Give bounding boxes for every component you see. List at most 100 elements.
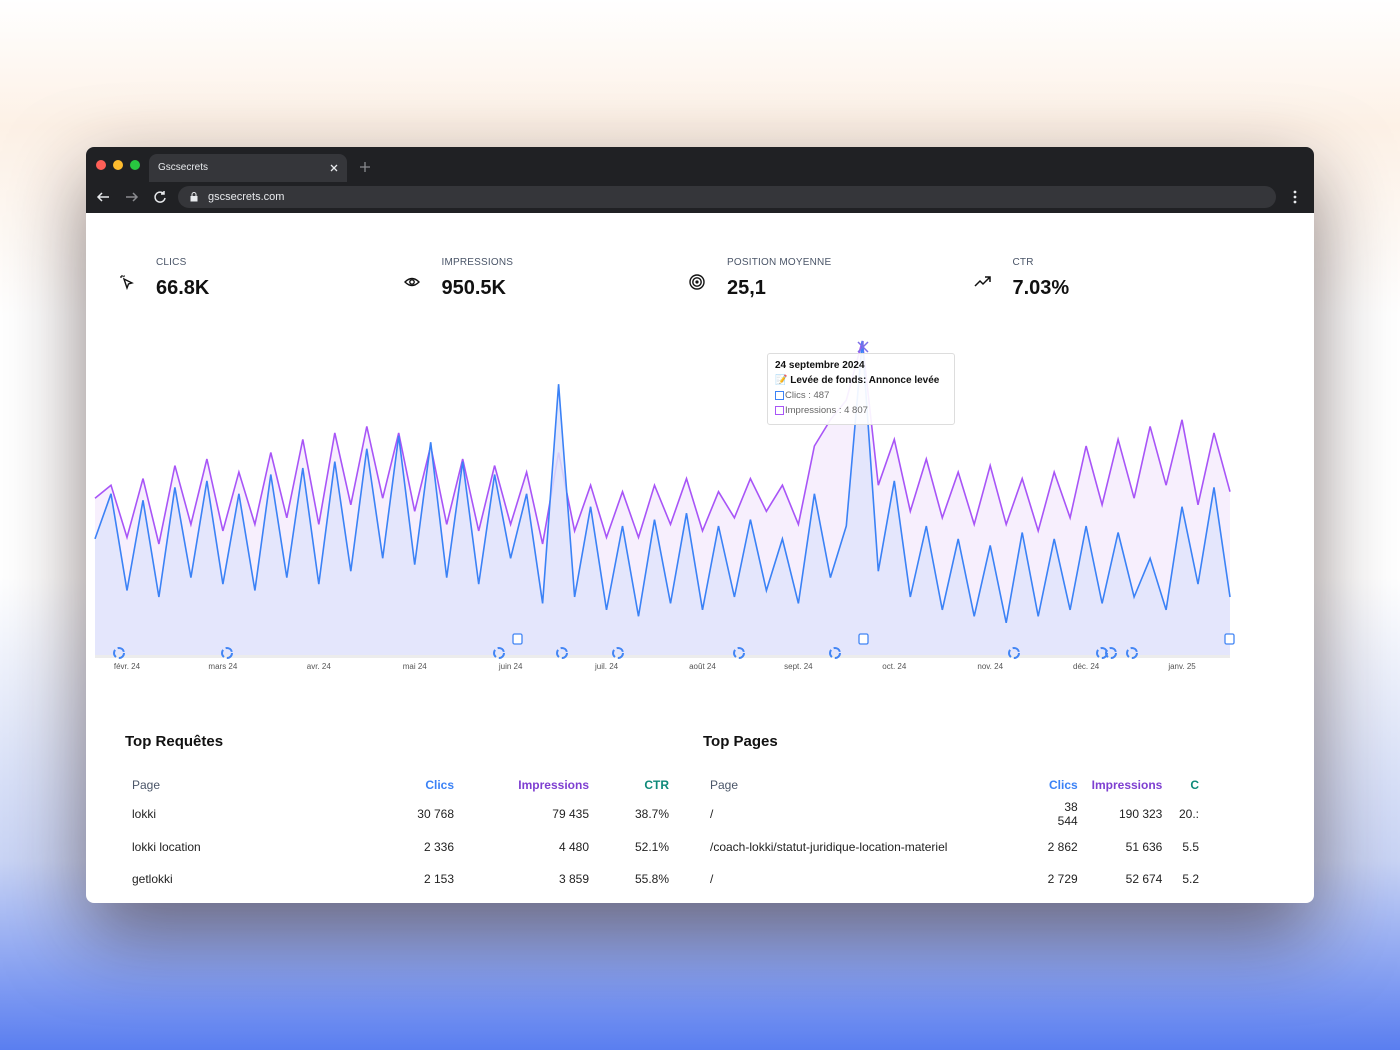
table-cell: 30 768 bbox=[417, 807, 454, 822]
performance-chart: févr. 24 mars 24 avr. 24 mai 24 juin 24 juil.… bbox=[94, 340, 1235, 671]
table-cell: / bbox=[710, 872, 714, 887]
tooltip-line: Clics : 487 bbox=[775, 390, 947, 401]
menu-button[interactable] bbox=[1292, 190, 1298, 204]
table-cell: 51 636 bbox=[1125, 839, 1163, 854]
x-tick-label: mai 24 bbox=[403, 662, 428, 671]
google-update-marker bbox=[113, 647, 125, 659]
table-cell: 4 480 bbox=[558, 839, 589, 854]
trend-icon bbox=[974, 276, 991, 287]
table-cell: / bbox=[710, 807, 714, 822]
close-button[interactable] bbox=[96, 160, 106, 170]
page-marker bbox=[512, 633, 523, 645]
browser-window: Gscsecrets gscsecrets.com CLICS 66.8K IMPR… bbox=[86, 147, 1314, 903]
new-tab[interactable] bbox=[359, 161, 371, 173]
x-tick-label: oct. 24 bbox=[882, 662, 907, 671]
metric: POSITION MOYENNE 25,1 bbox=[727, 257, 831, 300]
google-update-marker bbox=[221, 647, 233, 659]
x-tick-label: janv. 25 bbox=[1167, 662, 1196, 671]
minimize-button[interactable] bbox=[113, 160, 123, 170]
x-axis-ruler bbox=[95, 655, 1230, 658]
tooltip-note: 📝 Levée de fonds: Annonce levée bbox=[775, 375, 940, 386]
target-icon bbox=[689, 274, 705, 290]
page-marker bbox=[858, 633, 869, 645]
metric: CTR 7.03% bbox=[1013, 257, 1070, 300]
nav-buttons[interactable] bbox=[96, 190, 176, 204]
table-cell: /coach-lokki/statut-juridique-location-m… bbox=[710, 839, 948, 854]
table-cell: getlokki bbox=[132, 872, 173, 887]
table-cell: 190 323 bbox=[1118, 807, 1163, 822]
metric: CLICS 66.8K bbox=[156, 257, 209, 300]
table-cell: lokki bbox=[132, 807, 157, 822]
tab[interactable]: Gscsecrets bbox=[149, 154, 347, 182]
google-update-marker bbox=[733, 647, 745, 659]
data-table: Page Clics Impressions CTR lokki 30 768 79 435… bbox=[131, 772, 670, 896]
page-marker bbox=[1224, 633, 1235, 645]
table-cell: 38 544 bbox=[1057, 800, 1078, 829]
table-cell: 2 862 bbox=[1047, 839, 1078, 854]
tooltip-date: 24 septembre 2024 bbox=[775, 360, 865, 371]
url-text: gscsecrets.com bbox=[208, 191, 285, 203]
google-update-marker bbox=[1126, 647, 1138, 659]
table-cell: 55.8% bbox=[634, 872, 669, 887]
google-update-marker bbox=[1008, 647, 1020, 659]
x-tick-label: déc. 24 bbox=[1073, 662, 1100, 671]
header-row: Page Clics Impressions CTR bbox=[131, 772, 670, 798]
table-row: /coach-lokki/statut-juridique-location-m… bbox=[709, 831, 1200, 864]
column-header: CTR bbox=[644, 778, 669, 792]
column-header: Impressions bbox=[1091, 778, 1163, 792]
browser-chrome: Gscsecrets gscsecrets.com bbox=[86, 147, 1314, 213]
metric-value: 950.5K bbox=[441, 277, 507, 299]
column-header: Clics bbox=[425, 778, 454, 792]
x-tick-label: févr. 24 bbox=[114, 662, 141, 671]
chart-tooltip: 24 septembre 2024 📝 Levée de fonds: Anno… bbox=[767, 353, 955, 425]
x-tick-label: juin 24 bbox=[498, 662, 523, 671]
table-cell: 2 153 bbox=[423, 872, 454, 887]
table-title: Top Pages bbox=[703, 733, 778, 750]
table-row: lokki 30 768 79 435 38.7% bbox=[131, 798, 670, 831]
column-header: Impressions bbox=[518, 778, 589, 792]
address-bar[interactable]: gscsecrets.com bbox=[178, 186, 1276, 208]
google-update-marker bbox=[612, 647, 624, 659]
metric-label: CLICS bbox=[156, 257, 187, 268]
table-cell: 5.2 bbox=[1182, 872, 1199, 887]
metric-value: 25,1 bbox=[727, 277, 766, 299]
table-card: Top Pages Page Clics Impressions C / 38 544 190… bbox=[703, 733, 1200, 896]
table-card: Top Requêtes Page Clics Impressions CTR lokki… bbox=[125, 733, 670, 896]
google-update-marker bbox=[556, 647, 568, 659]
tooltip-line: Impressions : 4 807 bbox=[775, 405, 947, 416]
tab-close[interactable] bbox=[330, 164, 338, 172]
column-header: Page bbox=[710, 778, 739, 792]
metric-label: CTR bbox=[1012, 257, 1034, 268]
series-line bbox=[94, 340, 1231, 545]
data-table: Page Clics Impressions C/38 544 190 323 20.: /… bbox=[709, 772, 1200, 896]
metric-value: 7.03% bbox=[1012, 277, 1070, 299]
table-cell: 2 336 bbox=[423, 839, 454, 854]
table-row: lokki location 2 336 4 480 52.1% bbox=[131, 831, 670, 864]
metric-label: IMPRESSIONS bbox=[441, 257, 514, 268]
tooltip-clics: Clics : 487 bbox=[785, 390, 830, 401]
table-cell: 3 859 bbox=[558, 872, 589, 887]
x-tick-label: mars 24 bbox=[208, 662, 237, 671]
table-cell: 38.7% bbox=[634, 807, 669, 822]
eye-icon bbox=[404, 277, 420, 287]
table-row: / 38 544 190 323 20.: bbox=[709, 798, 1200, 831]
x-tick-label: avr. 24 bbox=[307, 662, 332, 671]
table-row: getlokki 2 153 3 859 55.8% bbox=[131, 863, 670, 896]
lock-icon bbox=[190, 192, 198, 202]
table-cell: 79 435 bbox=[552, 807, 589, 822]
table-cell: 20.: bbox=[1178, 807, 1199, 822]
x-tick-label: juil. 24 bbox=[594, 662, 619, 671]
x-tick-label: août 24 bbox=[689, 662, 716, 671]
x-tick-label: nov. 24 bbox=[977, 662, 1003, 671]
series-line bbox=[94, 340, 1231, 623]
maximize-button[interactable] bbox=[130, 160, 140, 170]
metric: IMPRESSIONS 950.5K bbox=[442, 257, 514, 300]
google-update-marker bbox=[493, 647, 505, 659]
google-update-marker bbox=[1105, 647, 1117, 659]
table-cell: 52.1% bbox=[634, 839, 669, 854]
column-header: Page bbox=[132, 778, 161, 792]
header-row: Page Clics Impressions C bbox=[709, 772, 1200, 798]
table-cell: 2 729 bbox=[1047, 872, 1078, 887]
metric-label: POSITION MOYENNE bbox=[727, 257, 832, 268]
